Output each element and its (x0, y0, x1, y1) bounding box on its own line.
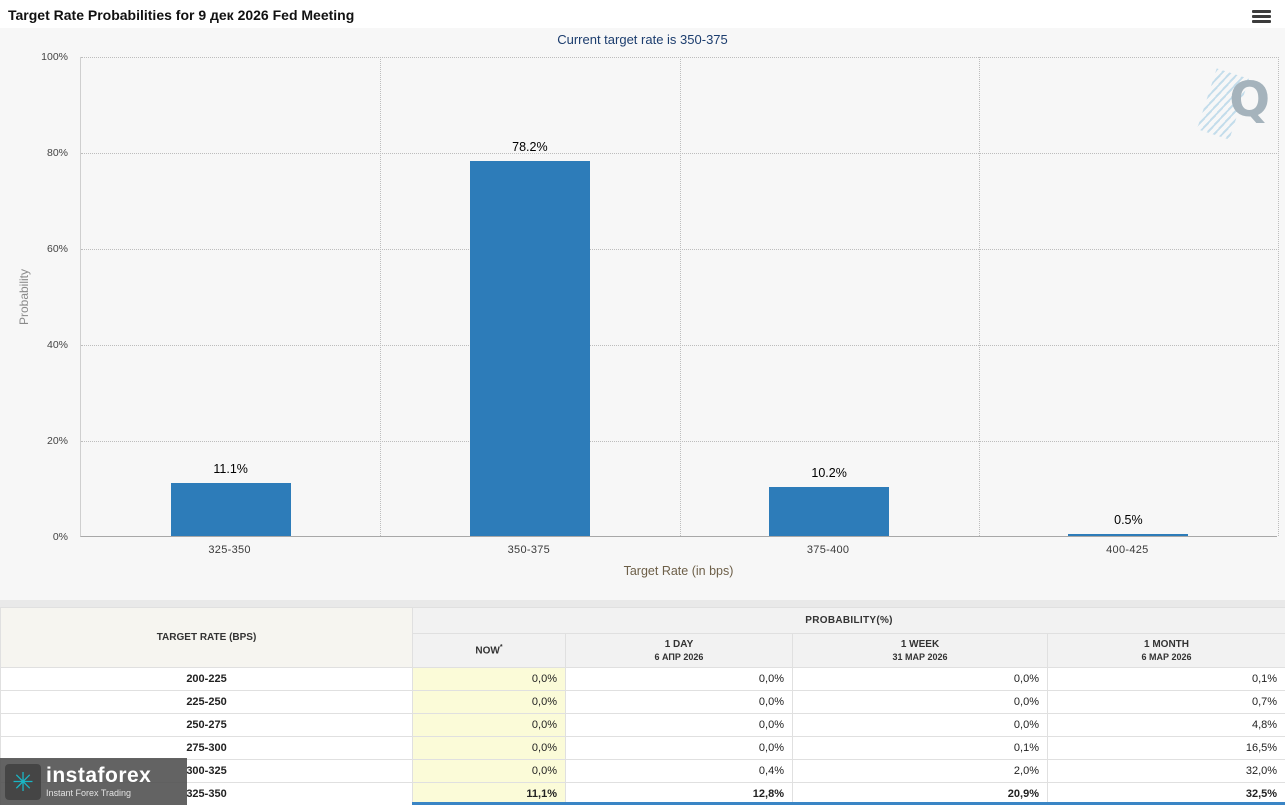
v-gridline (380, 57, 382, 536)
probability-cell: 0,0% (565, 713, 793, 737)
current-target-row-strip (412, 802, 1285, 805)
bar-value-label: 10.2% (811, 466, 847, 481)
target-rate-cell: 275-300 (0, 736, 413, 760)
q-letter: Q (1229, 72, 1270, 128)
probability-header: PROBABILITY(%) (411, 607, 1285, 634)
probability-cell: 20,9% (792, 782, 1048, 805)
table-row: 225-250 0,0% 0,0% 0,0% 0,7% (0, 690, 1285, 714)
probability-cell: 0,7% (1046, 690, 1285, 714)
probability-cell: 0,0% (792, 667, 1048, 691)
x-tick-label: 325-350 (208, 544, 251, 556)
plot-area: 11.1% 78.2% 10.2% 0.5% (80, 57, 1279, 537)
target-rate-cell: 225-250 (0, 690, 413, 714)
chart-title: Target Rate Probabilities for 9 дек 2026… (8, 7, 355, 23)
column-header-now: NOW* (412, 633, 566, 668)
h-gridline (81, 57, 1277, 58)
hamburger-bar (1252, 15, 1271, 18)
hamburger-menu-icon[interactable] (1252, 10, 1271, 23)
column-header-1-week: 1 WEEK 31 МАР 2026 (792, 633, 1048, 668)
x-axis-ticks: 325-350 350-375 375-400 400-425 (80, 544, 1277, 560)
probability-cell: 0,1% (792, 736, 1048, 760)
probability-cell: 0,0% (565, 667, 793, 691)
bar-value-label: 11.1% (213, 461, 248, 476)
y-tick-label: 20% (46, 435, 68, 447)
instaforex-text: instaforex Instant Forex Trading (46, 765, 151, 798)
y-tick-label: 60% (46, 243, 68, 255)
probability-cell: 32,5% (1046, 782, 1285, 805)
probability-cell: 0,4% (565, 759, 793, 783)
probability-cell: 4,8% (1046, 713, 1285, 737)
probability-cell: 11,1% (412, 782, 566, 805)
probability-table-panel: TARGET RATE (BPS) PROBABILITY(%) NOW* 1 D… (0, 607, 1285, 805)
y-tick-label: 0% (52, 531, 68, 543)
probability-cell: 0,0% (565, 736, 793, 760)
hamburger-bar (1252, 20, 1271, 23)
table-row: 200-225 0,0% 0,0% 0,0% 0,1% (0, 667, 1285, 691)
h-gridline (81, 153, 1277, 154)
y-tick-label: 80% (46, 147, 68, 159)
probability-cell: 0,0% (412, 736, 566, 760)
target-rate-cell: 250-275 (0, 713, 413, 737)
table-row: 275-300 0,0% 0,0% 0,1% 16,5% (0, 736, 1285, 760)
instaforex-watermark: ✳ instaforex Instant Forex Trading (0, 758, 187, 805)
x-tick-label: 375-400 (806, 544, 850, 556)
y-tick-label: 100% (41, 51, 68, 63)
h-gridline (81, 345, 1277, 346)
probability-cell: 0,0% (792, 713, 1048, 737)
y-tick-label: 40% (46, 339, 68, 351)
probability-cell: 16,5% (1046, 736, 1285, 760)
x-axis-title: Target Rate (in bps) (623, 564, 734, 578)
instaforex-brand: instaforex (46, 764, 152, 787)
probability-cell: 0,0% (412, 759, 566, 783)
probability-cell: 2,0% (792, 759, 1048, 783)
target-rate-cell: 200-225 (0, 667, 413, 691)
hamburger-bar (1252, 10, 1271, 13)
fed-meeting-chart-panel: Target Rate Probabilities for 9 дек 2026… (0, 0, 1285, 600)
quikstrike-q-watermark: Q (1196, 62, 1272, 144)
h-gridline (81, 249, 1277, 250)
x-tick-label: 350-375 (507, 544, 551, 556)
x-tick-label: 400-425 (1106, 544, 1149, 556)
column-header-1-day: 1 DAY 6 АПР 2026 (565, 633, 793, 668)
column-header-1-month: 1 MONTH 6 МАР 2026 (1046, 633, 1285, 668)
v-gridline (679, 57, 681, 536)
probability-table: TARGET RATE (BPS) PROBABILITY(%) NOW* 1 D… (0, 607, 1285, 805)
chart-subtitle: Current target rate is 350-375 (557, 32, 728, 47)
probability-cell: 0,1% (1046, 667, 1285, 691)
target-rate-header: TARGET RATE (BPS) (0, 607, 413, 668)
probability-cell: 0,0% (412, 713, 566, 737)
probability-cell: 0,0% (412, 690, 566, 714)
y-axis: 0% 20% 40% 60% 80% 100% (0, 51, 76, 543)
table-row: 250-275 0,0% 0,0% 0,0% 4,8% (0, 713, 1285, 737)
bar-value-label: 78.2% (512, 139, 548, 154)
instaforex-tagline: Instant Forex Trading (46, 788, 132, 798)
bar-value-label: 0.5% (1114, 512, 1143, 527)
v-gridline (978, 57, 980, 536)
h-gridline (81, 441, 1277, 442)
chart-title-bar (0, 0, 1285, 28)
v-gridline (1278, 57, 1279, 536)
probability-cell: 0,0% (792, 690, 1048, 714)
probability-bar-400-425[interactable] (1068, 533, 1189, 536)
instaforex-star-icon: ✳ (5, 763, 41, 800)
probability-cell: 0,0% (565, 690, 793, 714)
probability-bar-350-375[interactable] (469, 160, 590, 536)
table-row: 300-325 0,0% 0,4% 2,0% 32,0% (0, 759, 1285, 783)
probability-cell: 32,0% (1046, 759, 1285, 783)
probability-bar-325-350[interactable] (170, 482, 291, 536)
probability-cell: 0,0% (412, 667, 566, 691)
probability-bar-375-400[interactable] (769, 487, 890, 536)
